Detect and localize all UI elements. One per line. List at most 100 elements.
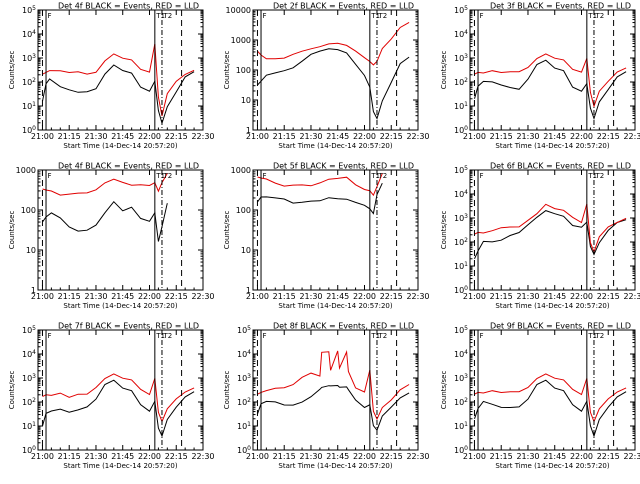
- chart-title: Det 7f BLACK = Events, RED = LLD: [58, 322, 199, 331]
- x-tick-label: 21:45: [111, 292, 134, 301]
- y-tick-label: 100: [236, 206, 251, 215]
- x-tick-label: 21:00: [31, 452, 54, 461]
- plot-frame: [252, 169, 419, 291]
- x-tick-label: 21:30: [299, 452, 322, 461]
- series-line-lld: [42, 373, 195, 423]
- y-tick-label: 103: [22, 373, 36, 383]
- y-tick-label: 100: [237, 445, 251, 455]
- x-axis-label: Start Time (14-Dec-14 20:57:20): [63, 142, 177, 150]
- marker-label-f: F: [263, 12, 267, 20]
- chart-panel-7: Det 7f BLACK = Events, RED = LLD 21:00 21:…: [8, 322, 215, 471]
- marker-label-t1: T1: [587, 332, 597, 340]
- y-tick-label: 104: [454, 29, 468, 39]
- x-tick-label: 22:30: [191, 292, 214, 301]
- marker-label-t1: T1: [155, 172, 165, 180]
- marker-label-t1: T1: [587, 12, 597, 20]
- x-tick-label: 21:15: [490, 452, 513, 461]
- y-tick-label: 100: [21, 206, 36, 215]
- marker-label-f: F: [48, 172, 52, 180]
- y-tick-label: 102: [454, 237, 468, 247]
- series-line-events: [474, 59, 627, 120]
- x-tick-label: 21:45: [111, 452, 134, 461]
- x-tick-label: 21:00: [31, 292, 54, 301]
- x-tick-label: 22:30: [623, 452, 640, 461]
- x-tick-label: 21:30: [84, 452, 107, 461]
- y-tick-label: 105: [22, 5, 36, 15]
- marker-label-f: F: [263, 172, 267, 180]
- x-tick-label: 22:15: [380, 452, 403, 461]
- x-axis-label: Start Time (14-Dec-14 20:57:20): [495, 142, 609, 150]
- y-tick-label: 101: [237, 421, 251, 431]
- x-tick-label: 21:00: [463, 452, 486, 461]
- x-tick-label: 22:30: [191, 452, 214, 461]
- y-tick-label: 100: [454, 445, 468, 455]
- y-tick-label: 100: [236, 66, 251, 75]
- plot-frame: [37, 169, 204, 291]
- x-tick-label: 21:00: [246, 132, 269, 141]
- x-tick-label: 21:45: [543, 452, 566, 461]
- x-axis-label: Start Time (14-Dec-14 20:57:20): [495, 302, 609, 310]
- x-tick-label: 22:15: [165, 452, 188, 461]
- series-line-lld: [474, 203, 627, 254]
- x-axis-label: Start Time (14-Dec-14 20:57:20): [278, 462, 392, 470]
- marker-label-t2: T2: [377, 172, 387, 180]
- y-tick-label: 102: [454, 77, 468, 87]
- chart-title: Det 4f BLACK = Events, RED = LLD: [58, 162, 199, 171]
- x-axis-label: Start Time (14-Dec-14 20:57:20): [63, 462, 177, 470]
- marker-label-t2: T2: [162, 172, 172, 180]
- y-tick-label: 10: [241, 246, 251, 255]
- y-tick-label: 102: [22, 397, 36, 407]
- series-line-lld: [257, 173, 383, 197]
- y-tick-label: 1000: [231, 36, 251, 45]
- chart-panel-3: Det 3f BLACK = Events, RED = LLD 21:00 21:…: [440, 2, 640, 151]
- chart-panel-8: Det 8f BLACK = Events, RED = LLD 21:00 21:…: [223, 322, 430, 471]
- x-tick-label: 22:00: [138, 132, 161, 141]
- x-tick-label: 22:30: [623, 132, 640, 141]
- series-line-events: [257, 182, 383, 215]
- x-tick-label: 21:45: [326, 452, 349, 461]
- marker-label-f: F: [480, 172, 484, 180]
- x-tick-label: 21:30: [516, 452, 539, 461]
- chart-panel-9: Det 9f BLACK = Events, RED = LLD 21:00 21:…: [440, 322, 640, 471]
- y-tick-label: 105: [237, 325, 251, 335]
- y-tick-label: 101: [454, 261, 468, 271]
- chart-title: Det 3f BLACK = Events, RED = LLD: [490, 2, 631, 11]
- series-line-events: [42, 64, 195, 125]
- y-tick-label: 102: [237, 397, 251, 407]
- y-tick-label: 103: [237, 373, 251, 383]
- x-tick-label: 22:00: [570, 292, 593, 301]
- y-tick-label: 104: [237, 349, 251, 359]
- x-tick-label: 21:00: [246, 292, 269, 301]
- y-axis-label: Counts/sec: [8, 211, 16, 250]
- series-line-lld: [474, 53, 627, 109]
- y-axis-label: Counts/sec: [8, 51, 16, 90]
- x-tick-label: 22:00: [353, 292, 376, 301]
- x-tick-label: 21:30: [299, 132, 322, 141]
- y-tick-label: 105: [454, 5, 468, 15]
- plot-frame: [37, 329, 204, 451]
- plot-frame: [469, 169, 636, 291]
- marker-label-t2: T2: [162, 332, 172, 340]
- marker-label-t2: T2: [594, 332, 604, 340]
- marker-label-t1: T1: [370, 172, 380, 180]
- y-tick-label: 105: [454, 325, 468, 335]
- marker-label-t2: T2: [162, 12, 172, 20]
- y-tick-label: 100: [22, 445, 36, 455]
- y-tick-label: 104: [22, 29, 36, 39]
- x-tick-label: 22:15: [380, 292, 403, 301]
- marker-label-f: F: [48, 332, 52, 340]
- x-tick-label: 22:15: [165, 132, 188, 141]
- x-tick-label: 21:45: [543, 132, 566, 141]
- x-axis-label: Start Time (14-Dec-14 20:57:20): [278, 142, 392, 150]
- chart-title: Det 5f BLACK = Events, RED = LLD: [273, 162, 414, 171]
- series-line-lld: [42, 43, 195, 117]
- x-axis-label: Start Time (14-Dec-14 20:57:20): [278, 302, 392, 310]
- x-tick-label: 21:30: [516, 292, 539, 301]
- x-tick-label: 21:00: [463, 132, 486, 141]
- y-tick-label: 104: [454, 349, 468, 359]
- plot-frame: [37, 9, 204, 131]
- y-tick-label: 100: [454, 285, 468, 295]
- x-tick-label: 21:45: [326, 132, 349, 141]
- x-axis-label: Start Time (14-Dec-14 20:57:20): [495, 462, 609, 470]
- x-tick-label: 21:15: [490, 292, 513, 301]
